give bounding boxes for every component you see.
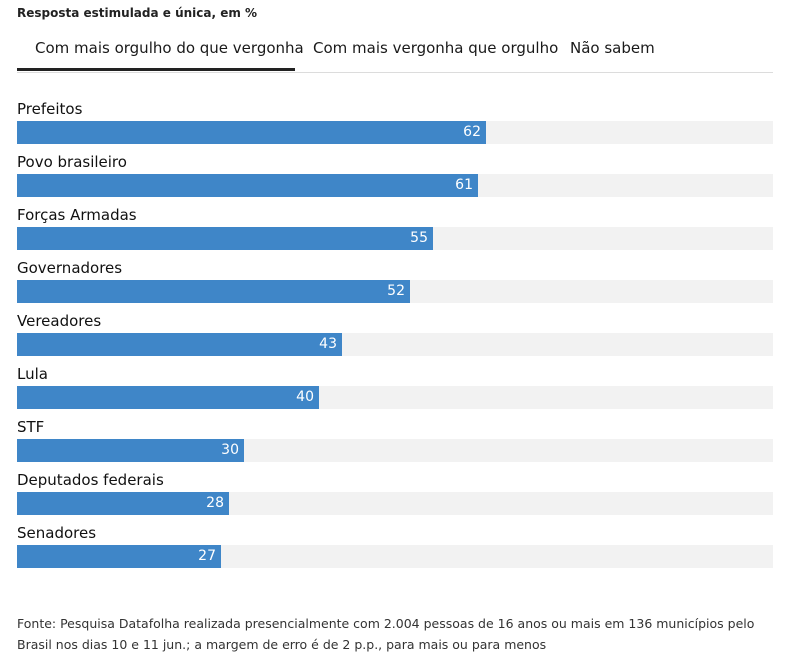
category-label: Povo brasileiro — [17, 153, 127, 171]
bar-track: 27 — [17, 545, 773, 568]
bar: 27 — [17, 545, 221, 568]
bar-value-label: 61 — [455, 177, 473, 193]
source-note: Fonte: Pesquisa Datafolha realizada pres… — [17, 616, 755, 652]
bar-value-label: 28 — [206, 495, 224, 511]
chart-subtitle: Resposta estimulada e única, em % — [17, 6, 258, 20]
bar-value-label: 55 — [410, 230, 428, 246]
bar-value-label: 43 — [319, 336, 337, 352]
bar-track: 61 — [17, 174, 773, 197]
category-label: STF — [17, 418, 45, 436]
category-label: Senadores — [17, 524, 97, 542]
category-label: Vereadores — [17, 312, 102, 330]
bar: 55 — [17, 227, 433, 250]
bar: 61 — [17, 174, 478, 197]
bar-row: STF 30 — [17, 416, 773, 469]
tab-mais-vergonha[interactable]: Com mais vergonha que orgulho — [313, 39, 559, 57]
bar-row: Vereadores 43 — [17, 310, 773, 363]
bar-row: Senadores 27 — [17, 522, 773, 575]
bar-chart: Prefeitos 62 Povo brasileiro 61 Forças Armad… — [17, 98, 773, 575]
bar-row: Forças Armadas 55 — [17, 204, 773, 257]
bar-track: 62 — [17, 121, 773, 144]
bar: 52 — [17, 280, 410, 303]
bar-value-label: 62 — [463, 124, 481, 140]
bar: 40 — [17, 386, 319, 409]
category-label: Deputados federais — [17, 471, 164, 489]
bar-value-label: 30 — [221, 442, 239, 458]
bar-value-label: 52 — [387, 283, 405, 299]
bar-row: Lula 40 — [17, 363, 773, 416]
bar: 43 — [17, 333, 342, 356]
bar-value-label: 27 — [198, 548, 216, 564]
tab-mais-orgulho[interactable]: Com mais orgulho do que vergonha — [17, 30, 304, 71]
bar-row: Deputados federais 28 — [17, 469, 773, 522]
bar: 62 — [17, 121, 486, 144]
bar: 30 — [17, 439, 244, 462]
bar-value-label: 40 — [296, 389, 314, 405]
tab-bar: Com mais orgulho do que vergonha Com mai… — [17, 30, 773, 73]
bar-track: 55 — [17, 227, 773, 250]
category-label: Lula — [17, 365, 48, 383]
bar-track: 28 — [17, 492, 773, 515]
bar-track: 40 — [17, 386, 773, 409]
category-label: Forças Armadas — [17, 206, 137, 224]
bar-row: Governadores 52 — [17, 257, 773, 310]
bar-row: Povo brasileiro 61 — [17, 151, 773, 204]
bar-track: 30 — [17, 439, 773, 462]
bar-track: 43 — [17, 333, 773, 356]
category-label: Prefeitos — [17, 100, 83, 118]
bar-track: 52 — [17, 280, 773, 303]
bar-row: Prefeitos 62 — [17, 98, 773, 151]
tab-nao-sabem[interactable]: Não sabem — [570, 39, 655, 57]
category-label: Governadores — [17, 259, 123, 277]
bar: 28 — [17, 492, 229, 515]
